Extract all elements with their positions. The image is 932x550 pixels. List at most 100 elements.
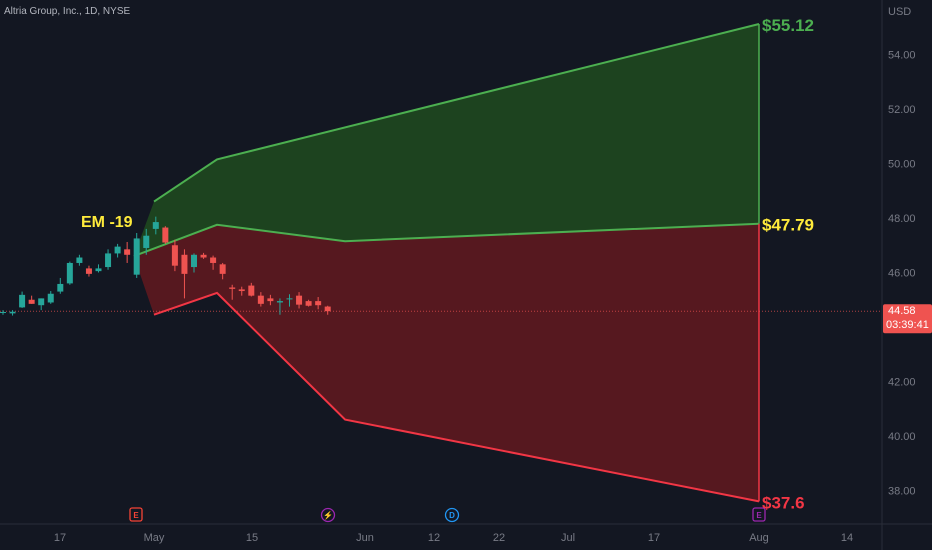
x-tick-label: Jun <box>356 532 374 544</box>
candle-body <box>114 246 121 254</box>
candle-body <box>124 249 131 255</box>
candle <box>248 282 255 297</box>
candle <box>105 249 112 270</box>
candle <box>219 262 226 280</box>
candle <box>9 310 16 316</box>
candle <box>210 255 217 270</box>
candle-body <box>257 295 264 304</box>
candlesticks <box>0 216 331 316</box>
candle-body <box>171 245 178 266</box>
event-box <box>752 507 766 522</box>
candle-body <box>0 312 6 314</box>
candle-body <box>66 262 73 284</box>
y-tick-label: 50.00 <box>888 159 916 171</box>
candle-body <box>191 254 197 268</box>
candle-body <box>105 253 112 268</box>
candle-body <box>248 285 255 296</box>
candle-body <box>286 298 293 300</box>
candle <box>296 292 303 309</box>
candle-body <box>85 268 92 274</box>
event-symbol: D <box>449 511 455 520</box>
event-circle <box>320 507 336 523</box>
x-tick-label: 17 <box>648 532 660 544</box>
x-tick-label: 17 <box>54 532 66 544</box>
candle <box>66 261 73 285</box>
candle-body <box>47 293 54 303</box>
y-tick-label: 46.00 <box>888 268 916 280</box>
candle <box>191 253 197 273</box>
candle-body <box>324 306 331 312</box>
candle <box>229 284 236 300</box>
candle-body <box>305 301 312 306</box>
candle <box>315 297 322 310</box>
candle-body <box>181 254 188 274</box>
event-box <box>129 507 143 522</box>
target-price-label: $47.79 <box>762 216 814 235</box>
candle <box>76 254 83 266</box>
x-tick-label: 15 <box>246 532 258 544</box>
x-tick-label: Jul <box>561 532 575 544</box>
candle-body <box>229 287 236 289</box>
candle-body <box>76 257 83 263</box>
y-tick-label: 42.00 <box>888 377 916 389</box>
candle <box>324 305 331 315</box>
earnings-event-icon[interactable]: E <box>129 507 143 522</box>
candle <box>124 241 131 263</box>
candle <box>171 239 178 272</box>
candle <box>305 299 312 307</box>
event-symbol: E <box>133 511 139 520</box>
candle-body <box>219 264 226 274</box>
event-circle <box>444 507 460 523</box>
candle-body <box>267 298 274 302</box>
x-tick-label: Aug <box>749 532 769 544</box>
candle-body <box>143 235 150 248</box>
candle-body <box>19 294 26 308</box>
candle-body <box>276 301 283 303</box>
y-tick-label: 38.00 <box>888 486 916 498</box>
red-band-area <box>133 223 759 502</box>
candle <box>143 228 150 255</box>
last-price-tag-bg <box>883 304 932 334</box>
red-lower-line <box>153 291 760 503</box>
candle <box>276 298 283 315</box>
dividend-event-icon[interactable]: D <box>444 507 460 523</box>
candle <box>95 264 102 273</box>
middle-line <box>133 222 760 258</box>
y-tick-label: 54.00 <box>888 50 916 62</box>
x-tick-label: 14 <box>841 532 853 544</box>
x-tick-label: May <box>144 532 165 544</box>
last-price-countdown: 03:39:41 <box>886 319 929 331</box>
last-price-tag: 44.58 03:39:41 <box>883 304 932 334</box>
event-symbol: E <box>756 511 762 520</box>
earnings-event-icon[interactable]: E <box>752 507 766 522</box>
x-tick-label: 12 <box>428 532 440 544</box>
expected-move-bands <box>133 23 760 503</box>
time-axis[interactable]: 17 May 15 Jun 12 22 Jul 17 Aug 14 <box>54 532 853 544</box>
candle <box>181 249 188 299</box>
x-tick-label: 22 <box>493 532 505 544</box>
target-labels: $55.12 $47.79 $37.6 <box>762 16 814 512</box>
split-event-icon[interactable]: ⚡ <box>320 507 336 523</box>
y-tick-label: 52.00 <box>888 104 916 116</box>
currency-label: USD <box>888 6 911 18</box>
green-band-area <box>133 24 759 257</box>
event-symbol: ⚡ <box>323 510 333 520</box>
y-tick-label: 48.00 <box>888 213 916 225</box>
candle <box>162 226 169 244</box>
candle <box>85 265 92 277</box>
candle-body <box>238 289 245 292</box>
last-price-value: 44.58 <box>888 305 916 317</box>
candle-body <box>162 227 169 243</box>
candle <box>152 216 159 235</box>
candle-body <box>315 301 322 306</box>
candle <box>238 286 245 296</box>
candle <box>0 310 6 315</box>
candle <box>286 294 293 307</box>
em-label: EM -19 <box>81 214 133 231</box>
candle-body <box>152 222 159 229</box>
candle-body <box>200 254 207 258</box>
candle-body <box>38 298 45 306</box>
candle <box>19 291 26 308</box>
candle-body <box>95 268 102 272</box>
